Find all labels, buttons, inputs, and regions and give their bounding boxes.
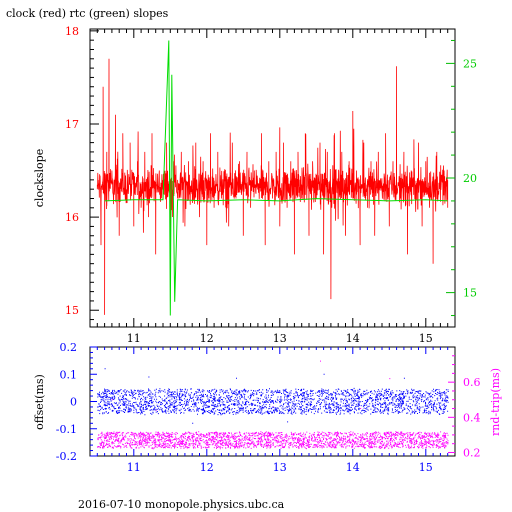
rtc-series-line: [104, 40, 448, 316]
top-y-tick-label: 16: [65, 211, 79, 224]
offset-series-points: [97, 368, 449, 424]
bottom-x-tick-label: 12: [200, 461, 214, 474]
bottom-y2-tick-label: 0.4: [463, 411, 481, 424]
chart-title: clock (red) rtc (green) slopes: [6, 7, 169, 20]
top-panel: 11 12 13 14 15 15 16 17 18 15 20 25 clockslope: [33, 25, 477, 345]
rndtrip-series-points: [97, 360, 449, 450]
bottom-y2-axis-label: rnd-trip(ms): [489, 368, 502, 436]
top-y-tick-label: 17: [65, 118, 79, 131]
bottom-y-tick-label: 0: [70, 396, 77, 409]
bottom-y-tick-label: -0.2: [56, 450, 77, 463]
top-y2-tick-label: 20: [463, 172, 477, 185]
bottom-y2-tick-label: 0.2: [463, 446, 481, 459]
clock-series-line: [96, 58, 449, 315]
bottom-panel-axes: 11 12 13 14 15 -0.2 -0.1 0 0.1 0.2 0.2 0.4 0.6: [56, 341, 481, 474]
bottom-panel-data: [97, 360, 449, 450]
top-x-tick-label: 13: [273, 332, 287, 345]
bottom-y2-tick-label: 0.6: [463, 376, 481, 389]
top-panel-data: [96, 40, 449, 316]
bottom-x-tick-label: 15: [419, 461, 433, 474]
chart-footer: 2016-07-10 monopole.physics.ubc.ca: [78, 498, 285, 511]
bottom-y-axis-label: offset(ms): [33, 374, 46, 430]
top-x-tick-label: 15: [419, 332, 433, 345]
bottom-x-tick-label: 11: [127, 461, 141, 474]
bottom-x-tick-label: 14: [346, 461, 360, 474]
top-y-tick-label: 15: [65, 304, 79, 317]
top-y2-tick-label: 15: [463, 287, 477, 300]
bottom-panel: 11 12 13 14 15 -0.2 -0.1 0 0.1 0.2 0.2 0.4 0.6 offse…: [33, 341, 502, 474]
top-x-tick-label: 12: [200, 332, 214, 345]
top-panel-axes: 11 12 13 14 15 15 16 17 18 15 20 25: [65, 25, 477, 345]
top-x-tick-label: 14: [346, 332, 360, 345]
top-y2-tick-label: 25: [463, 57, 477, 70]
bottom-y-tick-label: 0.2: [60, 341, 78, 354]
bottom-y-tick-label: -0.1: [56, 423, 77, 436]
top-y-axis-label: clockslope: [33, 149, 46, 207]
top-x-tick-label: 11: [127, 332, 141, 345]
top-y-tick-label: 18: [65, 25, 79, 38]
bottom-x-tick-label: 13: [273, 461, 287, 474]
bottom-y-tick-label: 0.1: [60, 368, 78, 381]
